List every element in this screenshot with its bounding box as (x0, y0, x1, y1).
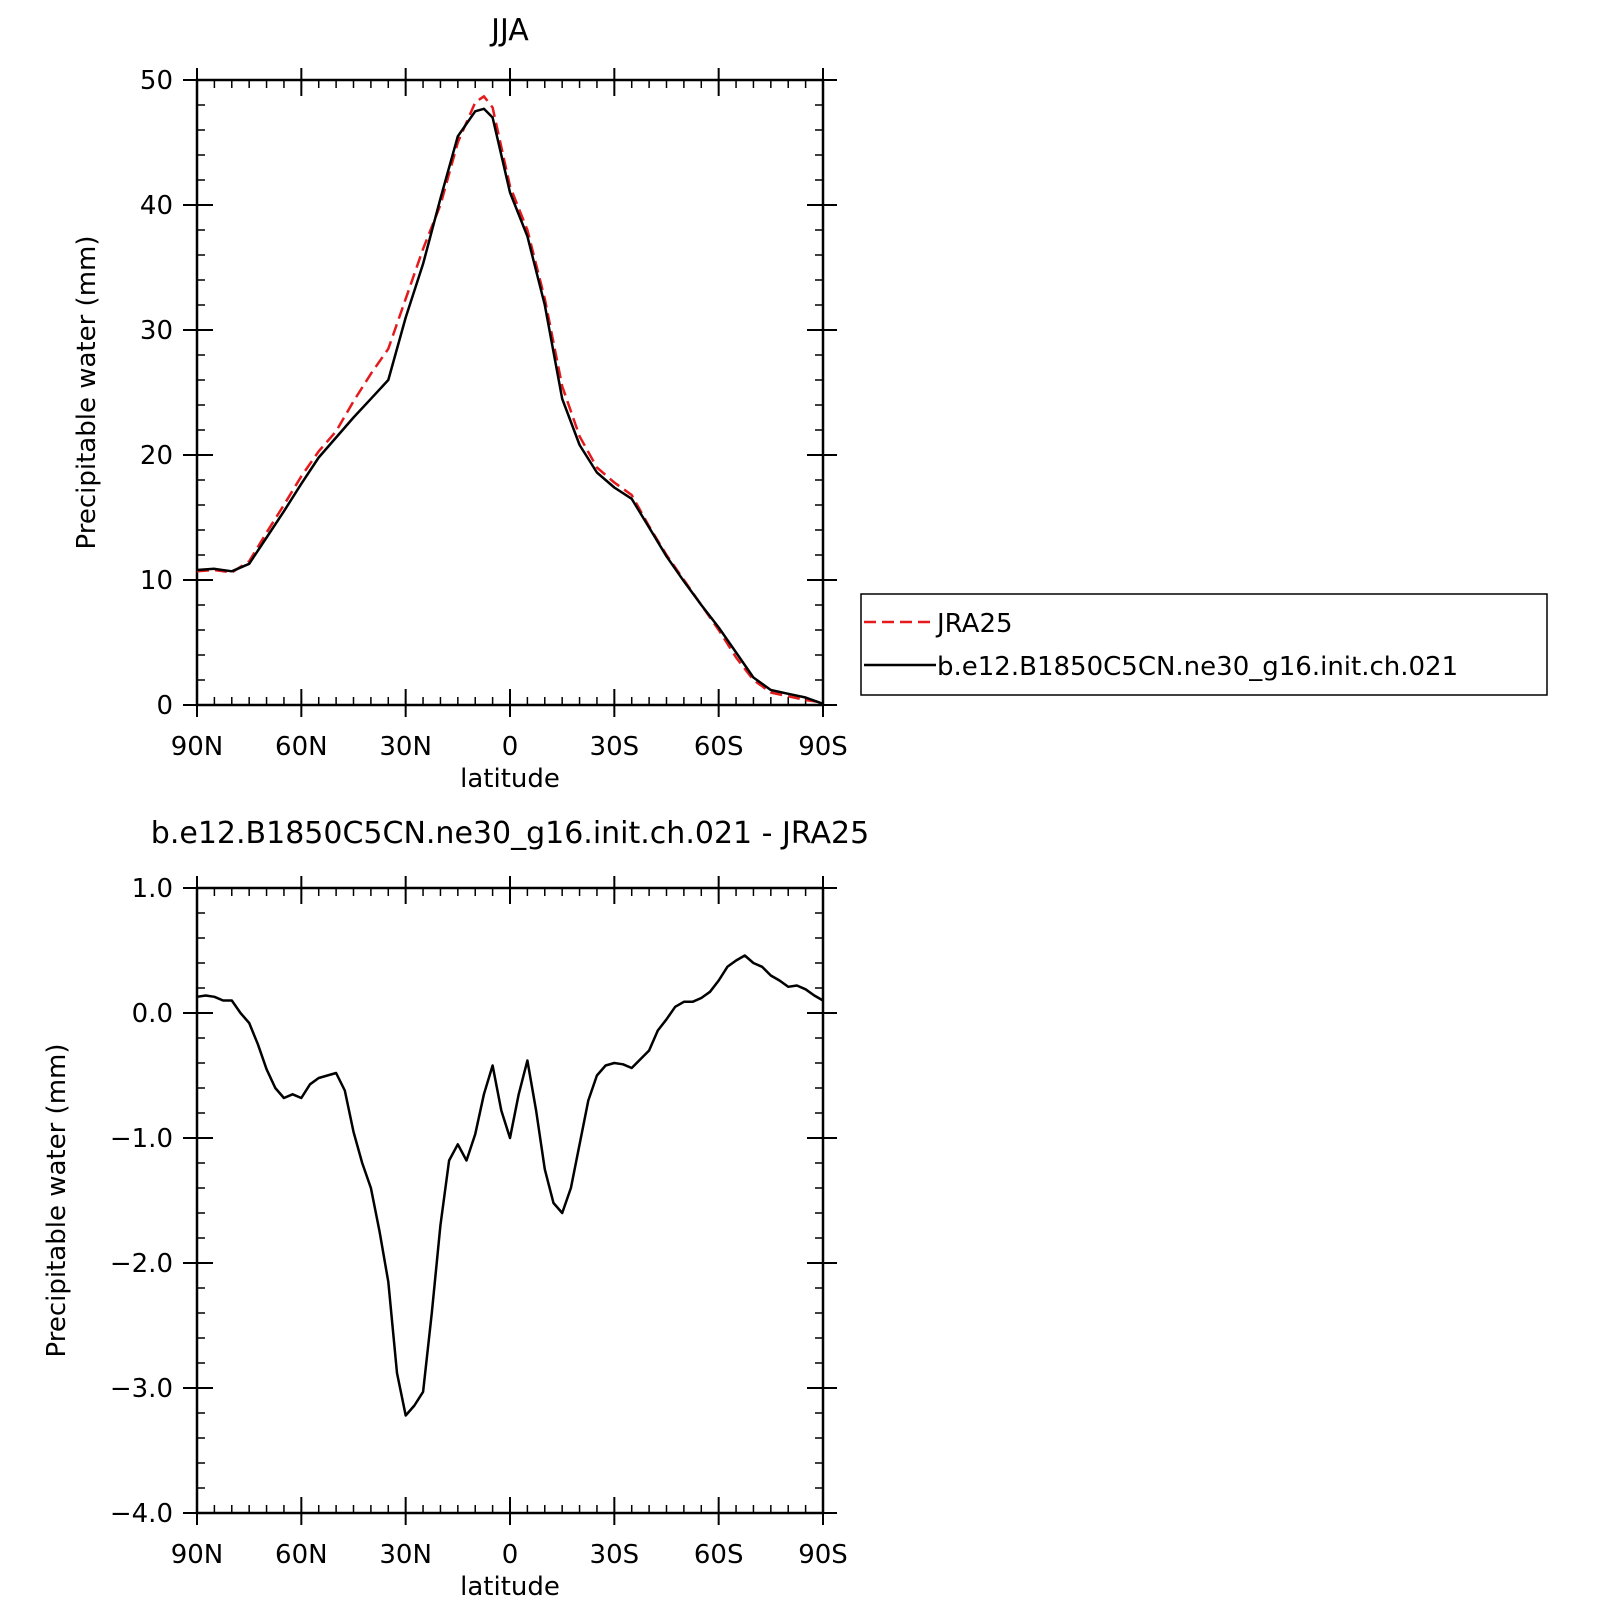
y-tick-label: 50 (140, 66, 173, 96)
x-tick-label: 60N (275, 732, 328, 762)
y-tick-label: 20 (140, 441, 173, 471)
y-tick-label: 0.0 (132, 999, 173, 1029)
x-tick-label: 90N (171, 732, 224, 762)
y-tick-label: 40 (140, 191, 173, 221)
x-tick-label: 0 (502, 732, 519, 762)
y-tick-label: −2.0 (110, 1249, 173, 1279)
x-tick-label: 60N (275, 1540, 328, 1570)
series-line-difference (196, 954, 824, 1417)
y-tick-label: −3.0 (110, 1374, 173, 1404)
y-axis-label: Precipitable water (mm) (42, 1044, 72, 1358)
chart-title: JJA (489, 13, 529, 48)
plot-frame (195, 886, 825, 1515)
x-tick-label: 30S (590, 1540, 640, 1570)
y-tick-label: −4.0 (110, 1499, 173, 1529)
y-tick-label: 0 (156, 691, 173, 721)
x-tick-label: 90S (798, 732, 848, 762)
top-line-chart: 90N 60N 30N 0 30S 60S 90S 0 10 20 30 40 50 JJA latitud… (72, 13, 848, 794)
x-tick-label: 30N (379, 732, 432, 762)
legend-box (860, 593, 1548, 696)
x-tick-label: 0 (502, 1540, 519, 1570)
x-tick-label: 90S (798, 1540, 848, 1570)
y-tick-label: 30 (140, 316, 173, 346)
y-tick-label: 1.0 (132, 874, 173, 904)
y-tick-label: 10 (140, 566, 173, 596)
x-tick-label: 90N (171, 1540, 224, 1570)
bottom-difference-chart: 90N 60N 30N 0 30S 60S 90S −4.0 −3.0 −2.0 −1.0 0.0 1.… (42, 816, 869, 1602)
chart-legend: JRA25 b.e12.B1850C5CN.ne30_g16.init.ch.0… (860, 593, 1548, 696)
x-tick-label: 60S (694, 732, 744, 762)
y-axis-label: Precipitable water (mm) (72, 236, 102, 550)
chart-title: b.e12.B1850C5CN.ne30_g16.init.ch.021 - J… (151, 816, 869, 851)
x-tick-label: 30N (379, 1540, 432, 1570)
series-line-jra25 (196, 95, 824, 704)
x-axis-label: latitude (460, 764, 560, 794)
x-tick-label: 30S (590, 732, 640, 762)
series-line-b-e12-b1850c5cn-ne30-g16-init-ch-021 (196, 107, 824, 705)
legend-label-model: b.e12.B1850C5CN.ne30_g16.init.ch.021 (937, 652, 1458, 682)
x-axis-label: latitude (460, 1572, 560, 1602)
plot-frame (195, 78, 825, 707)
x-tick-label: 60S (694, 1540, 744, 1570)
legend-label-jra25: JRA25 (935, 609, 1013, 639)
y-tick-label: −1.0 (110, 1124, 173, 1154)
